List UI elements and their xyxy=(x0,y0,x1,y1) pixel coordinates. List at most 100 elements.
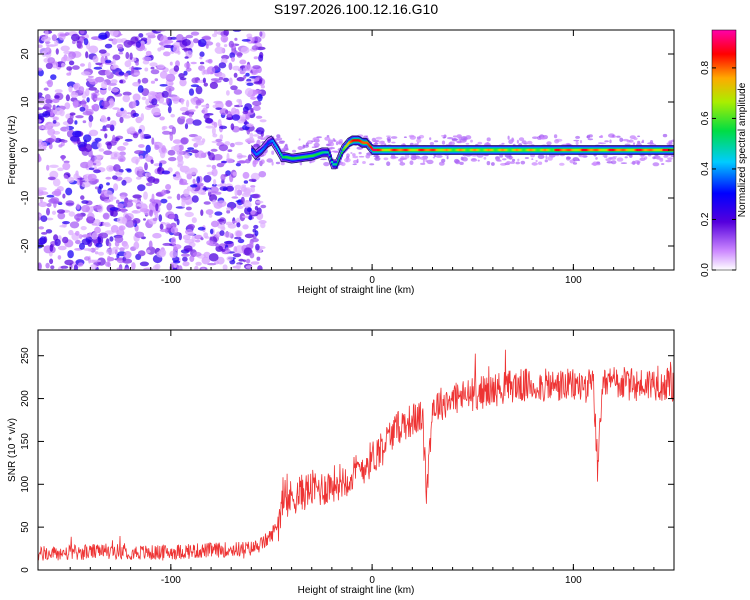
ridge-cell xyxy=(494,148,497,152)
noise-speckle xyxy=(46,164,50,171)
noise-speckle xyxy=(44,94,51,101)
ridge-cell xyxy=(540,148,543,152)
noise-speckle xyxy=(170,226,179,234)
ridge-cell xyxy=(635,148,638,152)
noise-speckle xyxy=(196,182,204,187)
ridge-halo-speckle xyxy=(316,136,322,139)
noise-speckle xyxy=(146,249,151,254)
ridge-cell xyxy=(455,148,458,152)
noise-speckle xyxy=(180,98,184,105)
noise-speckle xyxy=(192,178,196,184)
noise-speckle xyxy=(195,261,202,266)
ridge-cell xyxy=(622,148,625,152)
ridge-cell xyxy=(599,148,602,152)
ridge-cell xyxy=(379,148,382,152)
noise-speckle xyxy=(135,116,143,124)
ridge-cell xyxy=(504,148,508,152)
noise-speckle xyxy=(236,160,247,164)
ridge-halo-speckle xyxy=(386,136,391,141)
ridge-cell xyxy=(279,151,282,154)
ridge-cell xyxy=(634,148,637,152)
ridge-halo-speckle xyxy=(399,159,403,163)
chart-title: S197.2026.100.12.16.G10 xyxy=(274,1,438,17)
noise-speckle xyxy=(122,91,132,96)
ridge-halo-speckle xyxy=(609,139,612,144)
noise-speckle xyxy=(159,71,168,79)
ridge-halo-speckle xyxy=(416,141,419,146)
ridge-cell xyxy=(349,141,352,144)
ridge-cell xyxy=(267,142,270,145)
noise-speckle xyxy=(110,210,118,217)
noise-speckle xyxy=(140,113,144,121)
noise-speckle xyxy=(74,120,78,125)
noise-speckle xyxy=(176,218,180,226)
ridge-halo-speckle xyxy=(362,161,366,164)
noise-speckle xyxy=(112,107,120,110)
ridge-cell xyxy=(302,156,305,159)
ridge-halo-speckle xyxy=(520,160,526,165)
noise-speckle xyxy=(100,117,108,123)
noise-speckle xyxy=(212,199,217,205)
noise-speckle xyxy=(228,40,235,48)
noise-speckle xyxy=(94,97,104,101)
noise-speckle xyxy=(62,193,66,199)
ridge-halo-speckle xyxy=(507,135,510,140)
noise-speckle xyxy=(233,89,243,95)
noise-speckle xyxy=(67,117,74,125)
ridge-cell xyxy=(605,148,608,152)
ridge-cell xyxy=(405,148,409,152)
noise-speckle xyxy=(46,207,50,216)
ridge-halo-speckle xyxy=(324,136,331,141)
noise-speckle xyxy=(141,96,147,101)
ridge-halo-speckle xyxy=(461,156,468,162)
noise-speckle xyxy=(93,169,101,174)
noise-speckle xyxy=(211,127,216,135)
ridge-cell xyxy=(437,148,440,152)
noise-speckle xyxy=(188,109,196,113)
noise-speckle xyxy=(94,226,101,234)
ridge-halo-speckle xyxy=(326,135,330,138)
ridge-cell xyxy=(548,148,551,152)
noise-speckle xyxy=(157,166,162,172)
noise-speckle xyxy=(39,47,48,55)
ridge-halo-speckle xyxy=(670,139,674,143)
noise-speckle xyxy=(209,81,218,89)
ridge-cell xyxy=(367,143,370,146)
noise-speckle xyxy=(105,248,116,255)
noise-speckle xyxy=(110,225,119,233)
noise-speckle xyxy=(118,52,124,55)
noise-speckle xyxy=(52,178,61,187)
noise-speckle xyxy=(65,200,75,207)
noise-speckle xyxy=(47,123,57,127)
ridge-cell xyxy=(519,148,522,152)
ridge-cell xyxy=(391,148,394,152)
ridge-cell xyxy=(653,148,656,152)
ridge-cell xyxy=(370,147,374,150)
ridge-cell xyxy=(389,148,392,152)
noise-speckle xyxy=(207,262,217,266)
ridge-halo-speckle xyxy=(515,161,520,165)
ridge-halo-speckle xyxy=(449,142,452,146)
ridge-contour-bottom xyxy=(250,144,674,170)
noise-speckle xyxy=(150,66,155,70)
ridge-halo-speckle xyxy=(491,162,495,166)
ridge-cell xyxy=(631,148,634,152)
noise-speckle xyxy=(173,244,182,250)
ridge-halo-speckle xyxy=(604,140,609,143)
ridge-cell xyxy=(315,153,318,156)
ridge-cell xyxy=(463,148,467,152)
ridge-cell xyxy=(332,163,335,166)
ridge-halo-speckle xyxy=(438,161,445,166)
noise-speckle xyxy=(237,238,245,244)
ridge-cell xyxy=(645,148,648,152)
ridge-cell xyxy=(571,148,574,152)
noise-speckle xyxy=(236,189,243,196)
noise-speckle xyxy=(203,251,211,258)
noise-speckle xyxy=(252,134,260,137)
noise-speckle xyxy=(190,61,197,65)
noise-speckle xyxy=(184,170,190,175)
ridge-cell xyxy=(489,148,492,152)
noise-speckle xyxy=(80,161,90,169)
noise-speckle xyxy=(97,257,106,266)
